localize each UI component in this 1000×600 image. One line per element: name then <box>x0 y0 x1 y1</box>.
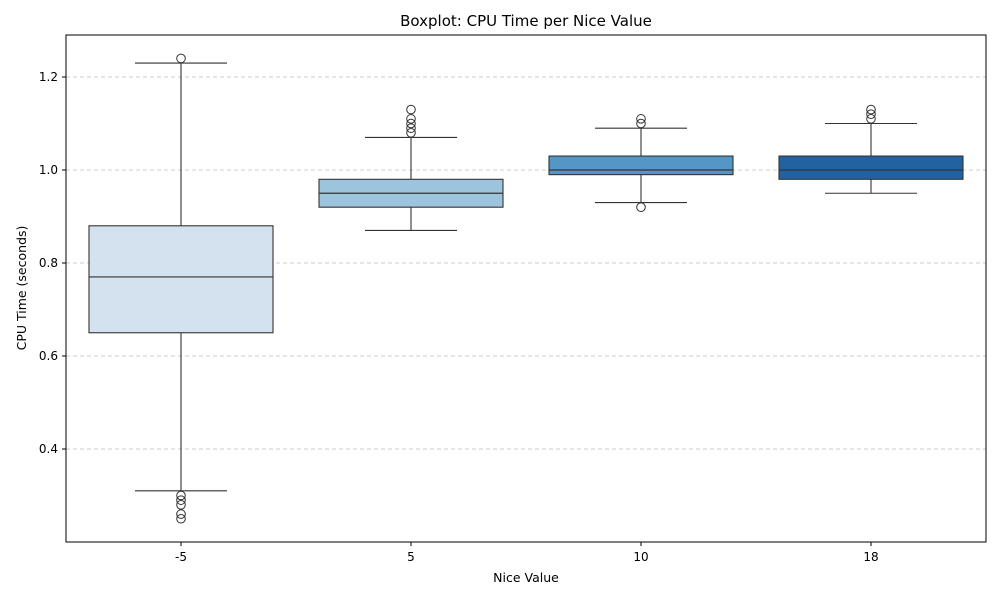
y-tick-label: 0.8 <box>39 256 58 270</box>
x-axis-title: Nice Value <box>493 570 559 585</box>
box-iqr <box>548 155 734 176</box>
x-tick-label: 18 <box>863 550 878 564</box>
outlier-point <box>176 513 186 524</box>
plot-frame <box>65 34 987 543</box>
y-tick-label: 1.2 <box>39 70 58 84</box>
outlier-point <box>866 114 876 124</box>
box-group-10 <box>548 114 734 212</box>
x-axis: -5 5 10 18 <box>175 542 879 564</box>
outlier-point <box>866 104 876 115</box>
outlier-point <box>176 495 186 505</box>
x-tick-label: -5 <box>175 550 187 564</box>
outlier-point <box>866 109 876 119</box>
y-tick-label: 0.4 <box>39 442 58 456</box>
box-group-5 <box>318 104 504 231</box>
outlier-point <box>176 490 186 501</box>
y-axis-title: CPU Time (seconds) <box>14 226 29 351</box>
outlier-point <box>176 509 186 519</box>
outlier-point <box>406 118 416 129</box>
outlier-point <box>406 104 416 115</box>
outlier-point <box>176 500 186 510</box>
box-group-18 <box>778 104 964 194</box>
outlier-point <box>406 114 416 124</box>
x-tick-label: 5 <box>407 550 415 564</box>
y-axis: 0.4 0.6 0.8 1.0 1.2 <box>39 70 66 456</box>
outlier-point <box>406 123 416 133</box>
outlier-point <box>176 53 186 64</box>
x-tick-label: 10 <box>633 550 648 564</box>
outlier-point <box>406 128 416 138</box>
y-tick-label: 1.0 <box>39 163 58 177</box>
outlier-point <box>636 118 646 129</box>
outlier-point <box>636 114 646 124</box>
chart-title: Boxplot: CPU Time per Nice Value <box>400 12 652 30</box>
box-series <box>88 53 964 524</box>
y-tick-label: 0.6 <box>39 349 58 363</box>
outlier-point <box>636 202 646 212</box>
box-iqr <box>88 225 274 334</box>
box-iqr <box>778 155 964 180</box>
box-group--5 <box>88 53 274 524</box>
